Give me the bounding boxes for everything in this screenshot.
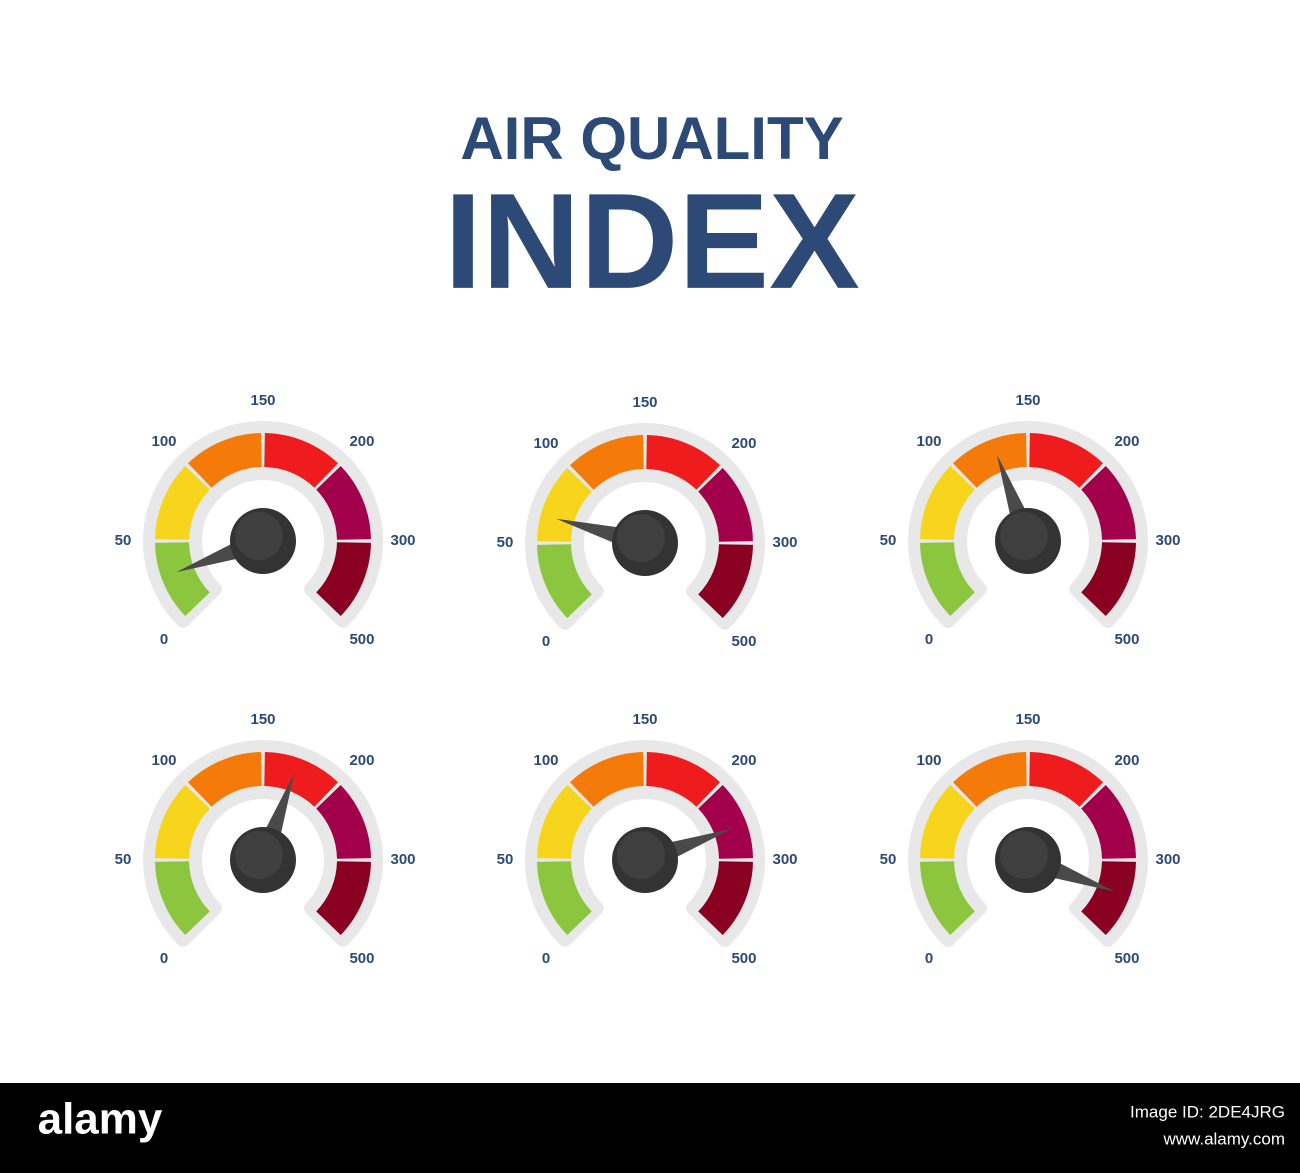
- gauge-segment: [537, 544, 592, 619]
- gauge-tick-label: 200: [1114, 752, 1139, 769]
- needle-hub-highlight: [617, 831, 665, 879]
- gauge-tick-label: 100: [151, 433, 176, 450]
- gauge-tick-label: 0: [160, 631, 168, 648]
- gauge-tick-label: 150: [1015, 392, 1040, 409]
- gauge-tick-label: 500: [1114, 631, 1139, 648]
- gauge-segment: [646, 752, 721, 807]
- gauge-tick-label: 50: [115, 532, 132, 549]
- gauge-segment: [698, 467, 753, 542]
- gauge: 0 50 100 150 200 300 500: [497, 711, 798, 967]
- gauge-tick-label: 300: [1155, 851, 1180, 868]
- gauge-segment: [187, 433, 262, 488]
- gauge-segment: [1029, 433, 1104, 488]
- gauge: 0 50 100 150 200 300 500: [115, 392, 416, 648]
- gauge-tick-label: 50: [880, 532, 897, 549]
- gauge-segment: [698, 784, 753, 859]
- title-line-2: INDEX: [444, 165, 860, 317]
- gauge-tick-label: 500: [731, 950, 756, 967]
- gauge-tick-label: 200: [731, 435, 756, 452]
- gauge-tick-label: 50: [497, 851, 514, 868]
- gauge-tick-label: 0: [160, 950, 168, 967]
- gauge-segment: [698, 861, 753, 936]
- gauge: 0 50 100 150 200 300 500: [880, 392, 1181, 648]
- gauge-tick-label: 100: [151, 752, 176, 769]
- gauge-tick-label: 300: [390, 851, 415, 868]
- gauge-tick-label: 100: [916, 433, 941, 450]
- gauge-tick-label: 100: [916, 752, 941, 769]
- gauge-tick-label: 50: [880, 851, 897, 868]
- gauge-tick-label: 500: [349, 631, 374, 648]
- gauge-segment: [155, 784, 210, 859]
- gauge-segment: [1081, 542, 1136, 617]
- footer-brand: alamy: [38, 1095, 163, 1144]
- gauge-tick-label: 200: [349, 752, 374, 769]
- gauge-tick-label: 150: [250, 392, 275, 409]
- gauge-tick-label: 300: [390, 532, 415, 549]
- gauge-segment: [155, 465, 210, 540]
- gauge-tick-label: 500: [731, 633, 756, 650]
- gauge-segment: [316, 465, 371, 540]
- needle-hub-highlight: [235, 512, 283, 560]
- gauge-tick-label: 0: [925, 950, 933, 967]
- gauge-segment: [537, 467, 592, 542]
- gauge: 0 50 100 150 200 300 500: [115, 711, 416, 967]
- gauge-tick-label: 150: [250, 711, 275, 728]
- gauge-tick-label: 50: [115, 851, 132, 868]
- footer-image-id: Image ID: 2DE4JRG: [1130, 1102, 1285, 1121]
- gauge-tick-label: 150: [1015, 711, 1040, 728]
- gauge-segment: [952, 752, 1027, 807]
- gauge-segment: [155, 542, 210, 617]
- gauge-segment: [920, 542, 975, 617]
- gauge-segment: [1081, 861, 1136, 936]
- needle-hub-highlight: [617, 514, 665, 562]
- gauge-segment: [1081, 465, 1136, 540]
- gauge-tick-label: 200: [349, 433, 374, 450]
- needle-hub-highlight: [235, 831, 283, 879]
- gauge-tick-label: 0: [542, 633, 550, 650]
- gauge-segment: [1081, 784, 1136, 859]
- gauge: 0 50 100 150 200 300 500: [880, 711, 1181, 967]
- gauge-segment: [187, 752, 262, 807]
- gauge-tick-label: 300: [772, 851, 797, 868]
- gauge-segment: [316, 542, 371, 617]
- gauge-tick-label: 500: [349, 950, 374, 967]
- gauge-tick-label: 150: [632, 711, 657, 728]
- gauge-tick-label: 0: [542, 950, 550, 967]
- gauge-segment: [537, 861, 592, 936]
- needle-hub-highlight: [1000, 512, 1048, 560]
- gauge-segment: [698, 544, 753, 619]
- gauge-tick-label: 100: [533, 435, 558, 452]
- gauge-segment: [316, 784, 371, 859]
- gauge-tick-label: 50: [497, 534, 514, 551]
- gauge-tick-label: 300: [772, 534, 797, 551]
- gauge-tick-label: 200: [731, 752, 756, 769]
- gauge-segment: [1029, 752, 1104, 807]
- gauge-segment: [920, 861, 975, 936]
- needle-hub-highlight: [1000, 831, 1048, 879]
- title-line-1: AIR QUALITY: [460, 105, 843, 172]
- gauge-tick-label: 500: [1114, 950, 1139, 967]
- gauge-segment: [920, 784, 975, 859]
- gauge-segment: [264, 752, 339, 807]
- gauge: 0 50 100 150 200 300 500: [497, 394, 798, 650]
- gauge-segment: [155, 861, 210, 936]
- gauge-segment: [537, 784, 592, 859]
- gauge-tick-label: 200: [1114, 433, 1139, 450]
- gauge-segment: [920, 465, 975, 540]
- gauge-segment: [952, 433, 1027, 488]
- gauge-tick-label: 300: [1155, 532, 1180, 549]
- gauge-segment: [569, 435, 644, 490]
- gauge-tick-label: 0: [925, 631, 933, 648]
- gauge-segment: [646, 435, 721, 490]
- gauge-segment: [569, 752, 644, 807]
- gauge-tick-label: 150: [632, 394, 657, 411]
- footer-url: www.alamy.com: [1162, 1129, 1285, 1148]
- gauge-segment: [264, 433, 339, 488]
- gauge-segment: [316, 861, 371, 936]
- footer-bar: [0, 1083, 1300, 1173]
- gauge-tick-label: 100: [533, 752, 558, 769]
